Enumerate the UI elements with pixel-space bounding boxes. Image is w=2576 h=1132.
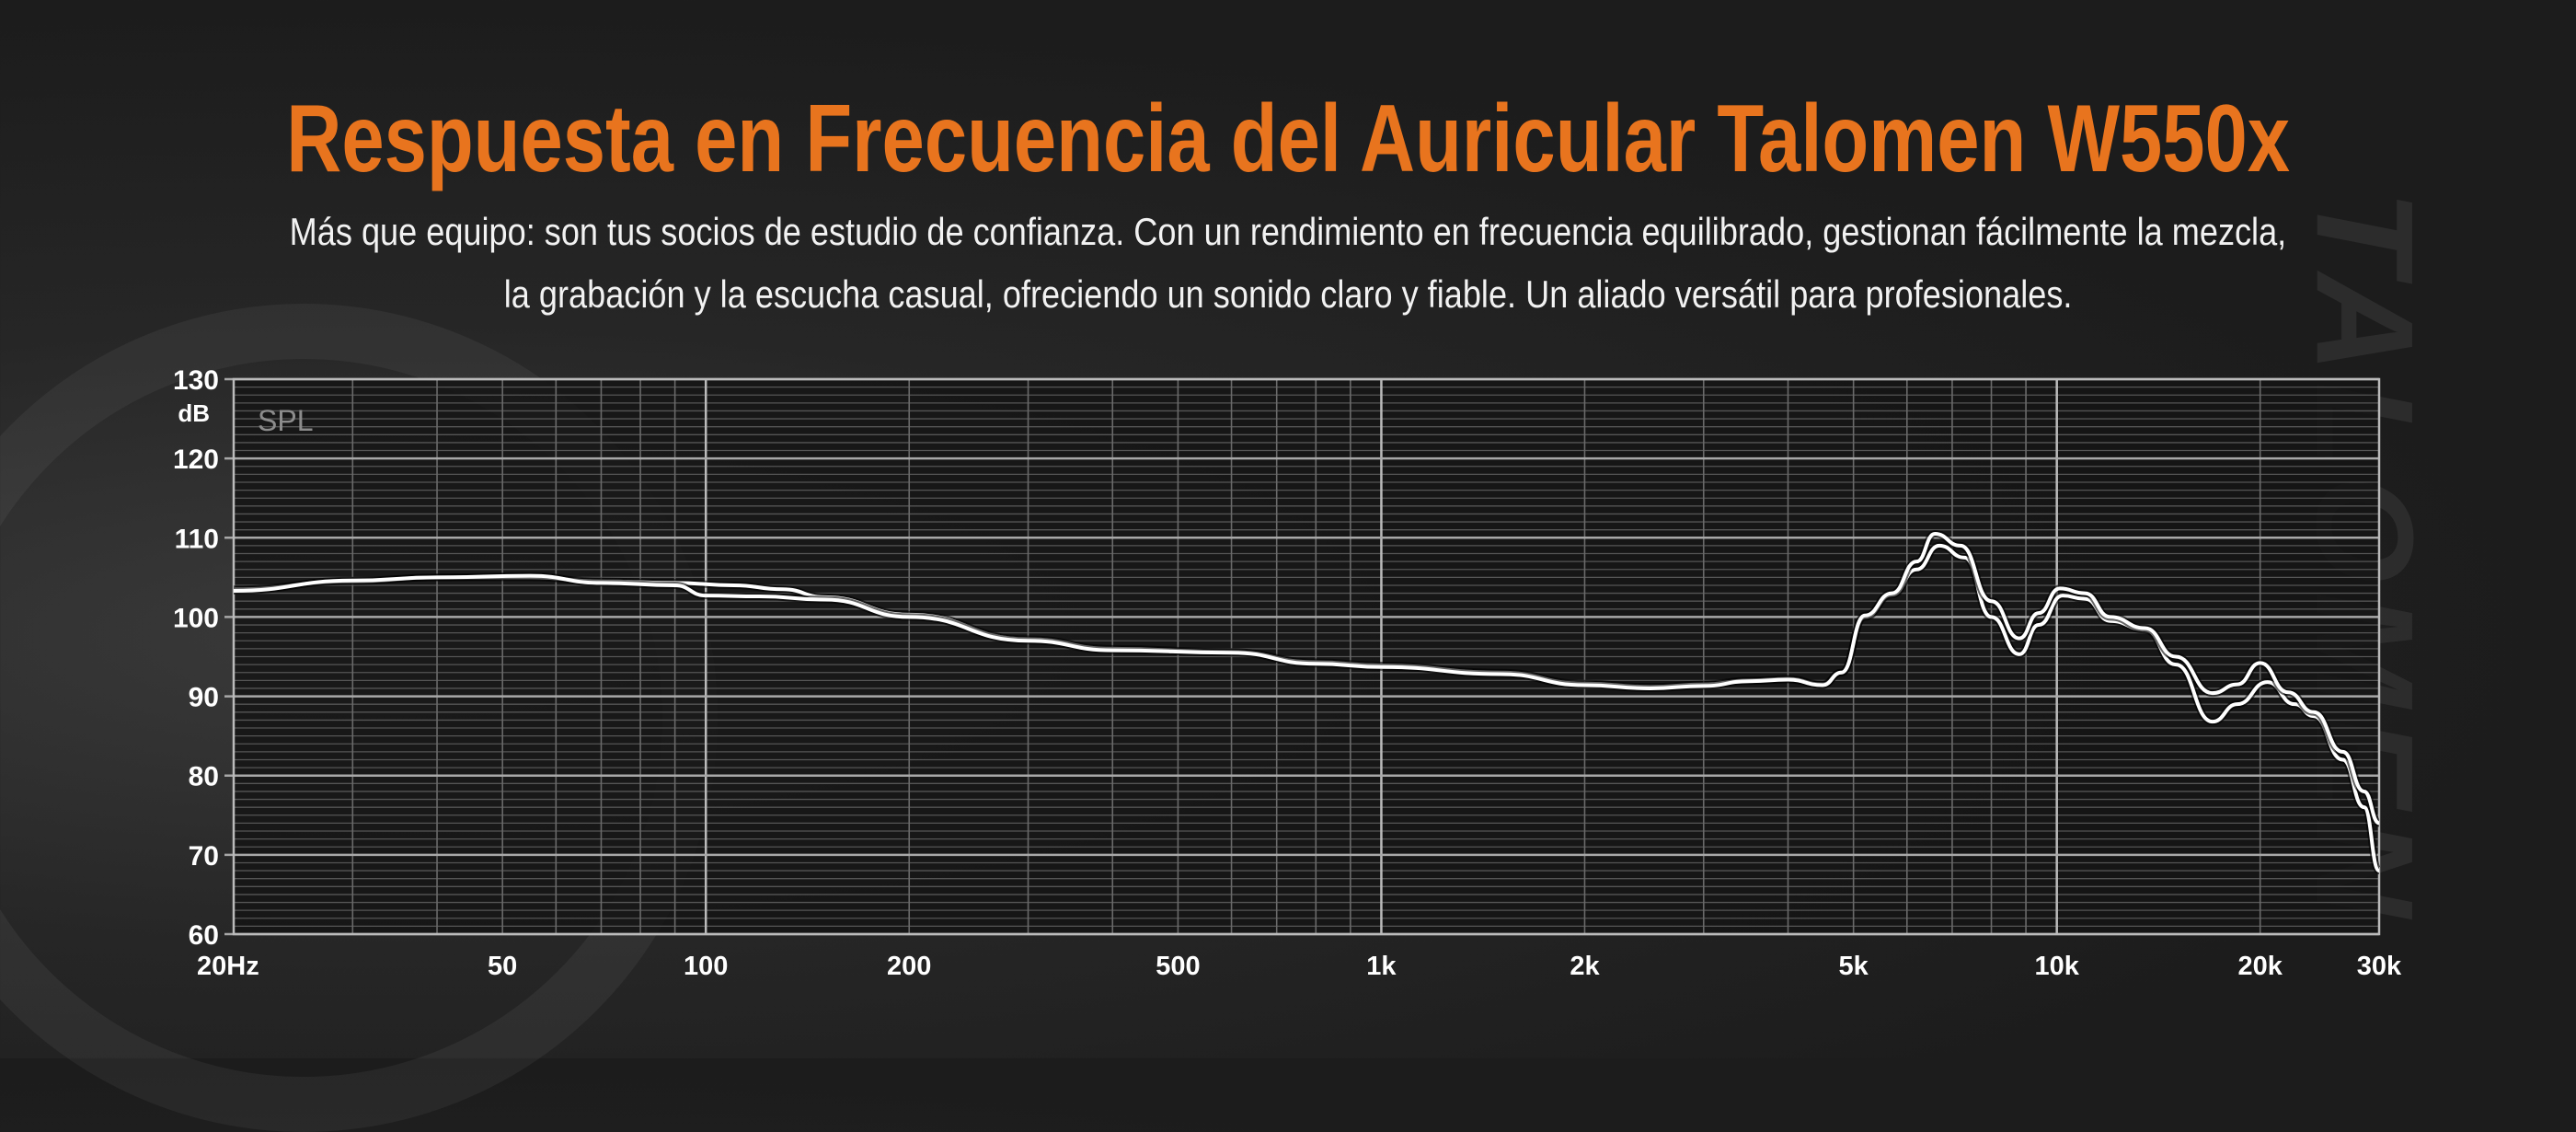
plot-border: [232, 377, 2381, 936]
subtitle-line-1-text: Más que equipo: son tus socios de estudi…: [289, 210, 2287, 253]
x-tick-label: 2k: [1570, 952, 1600, 981]
y-tick-label: 60: [189, 920, 219, 951]
y-tick-label: 80: [189, 762, 219, 792]
x-tick-label: 100: [684, 952, 728, 981]
y-tick-label: 110: [175, 524, 219, 554]
y-tick-label: 120: [173, 445, 219, 475]
subtitle-line-2-text: la grabación y la escucha casual, ofreci…: [503, 272, 2073, 316]
x-tick-label: 20Hz: [197, 952, 259, 981]
frequency-response-chart: 130 120 110 100 90 80 70 60 dB SPL 20Hz 50 100 200 500…: [173, 365, 2402, 981]
spl-label: SPL: [258, 404, 313, 437]
x-tick-label: 30k: [2357, 952, 2402, 981]
y-tick-label: 90: [189, 683, 219, 713]
page-title-text: Respuesta en Frecuencia del Auricular Ta…: [286, 86, 2290, 192]
x-tick-label: 500: [1156, 952, 1200, 981]
y-tick-label: 130: [173, 365, 219, 396]
x-tick-label: 5k: [1839, 952, 1869, 981]
x-tick-label: 20k: [2238, 952, 2283, 981]
subtitle-line-2: la grabación y la escucha casual, ofreci…: [0, 272, 2576, 317]
series-line-2: [233, 531, 2380, 826]
page-title: Respuesta en Frecuencia del Auricular Ta…: [0, 85, 2576, 194]
x-tick-label: 10k: [2034, 952, 2079, 981]
y-axis-unit-label: dB: [178, 399, 210, 427]
x-tick-label: 50: [488, 952, 517, 981]
x-tick-label: 200: [887, 952, 931, 981]
x-tick-label: 1k: [1366, 952, 1397, 981]
subtitle-line-1: Más que equipo: son tus socios de estudi…: [0, 210, 2576, 254]
y-tick-label: 100: [173, 603, 219, 633]
y-tick-label: 70: [189, 841, 219, 872]
